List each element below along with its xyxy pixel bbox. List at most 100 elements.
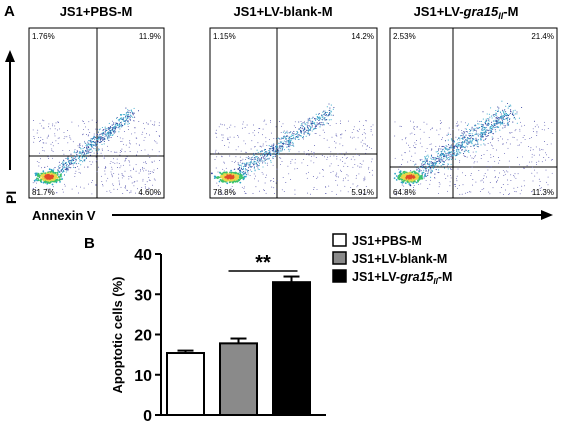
event-dot — [74, 167, 76, 169]
event-dot — [466, 138, 468, 140]
event-dot — [319, 117, 321, 119]
event-dot — [90, 141, 92, 143]
event-dot — [420, 138, 422, 140]
event-dot — [158, 191, 160, 193]
event-dot — [75, 158, 77, 160]
plot-1-ur: 11.9% — [139, 32, 161, 41]
event-dot — [146, 181, 148, 183]
event-dot — [443, 163, 445, 165]
event-dot — [491, 125, 493, 128]
event-dot — [477, 133, 479, 135]
event-dot — [106, 133, 108, 135]
event-dot — [42, 170, 45, 173]
event-dot — [422, 167, 424, 169]
event-dot — [463, 155, 465, 157]
event-dot — [394, 157, 396, 159]
event-dot — [149, 134, 151, 136]
event-dot — [338, 176, 339, 178]
event-dot — [317, 118, 319, 121]
event-dot — [112, 127, 115, 129]
event-dot — [295, 133, 297, 135]
event-dot — [124, 160, 126, 162]
event-dot — [295, 127, 296, 128]
event-dot — [461, 143, 463, 145]
event-dot — [268, 145, 270, 147]
event-dot — [321, 155, 323, 156]
event-dot — [421, 174, 423, 175]
event-dot — [477, 135, 479, 137]
event-dot — [77, 125, 79, 127]
event-dot — [485, 135, 487, 138]
event-dot — [97, 137, 99, 140]
event-dot — [341, 153, 343, 155]
event-dot — [252, 156, 254, 158]
event-dot — [78, 157, 80, 159]
event-dot — [347, 175, 349, 177]
event-dot — [281, 189, 283, 191]
event-dot — [108, 127, 110, 129]
event-dot — [83, 187, 85, 189]
event-dot — [91, 180, 93, 182]
event-dot — [255, 152, 257, 154]
event-dot — [262, 160, 264, 162]
event-dot — [291, 144, 293, 147]
event-dot — [430, 155, 433, 157]
event-dot — [307, 122, 309, 124]
event-dot — [480, 138, 482, 140]
event-dot — [121, 174, 123, 176]
event-dot — [345, 157, 347, 159]
event-dot — [122, 143, 124, 145]
event-dot — [241, 172, 243, 174]
event-dot — [134, 132, 136, 134]
event-dot — [345, 177, 346, 179]
event-dot — [128, 160, 130, 162]
event-dot — [500, 117, 503, 119]
event-dot — [116, 116, 118, 119]
event-dot — [124, 117, 126, 119]
event-dot — [71, 188, 73, 190]
event-dot — [551, 172, 553, 174]
event-dot — [52, 125, 53, 127]
event-dot — [422, 164, 424, 166]
event-dot — [323, 110, 325, 112]
event-dot — [504, 114, 506, 116]
event-dot — [446, 153, 448, 155]
event-dot — [335, 133, 337, 135]
event-dot — [275, 151, 277, 153]
event-dot — [404, 151, 406, 153]
event-dot — [451, 155, 453, 157]
event-dot — [285, 153, 287, 155]
event-dot — [312, 122, 314, 125]
event-dot — [423, 160, 425, 162]
event-dot — [429, 168, 431, 170]
event-dot — [467, 143, 469, 145]
event-dot — [284, 132, 286, 134]
event-dot — [296, 168, 298, 169]
event-dot — [511, 113, 513, 115]
event-dot — [106, 136, 108, 138]
event-dot — [483, 140, 485, 142]
event-dot — [109, 162, 111, 164]
event-dot — [253, 160, 255, 162]
event-dot — [494, 175, 496, 177]
event-dot — [518, 164, 520, 166]
event-dot — [143, 139, 145, 141]
event-dot — [259, 159, 261, 161]
event-dot — [278, 138, 281, 140]
event-dot — [90, 145, 93, 148]
event-dot — [312, 129, 314, 131]
event-dot — [319, 116, 321, 118]
event-dot — [54, 125, 56, 127]
plot-1-events — [32, 107, 160, 196]
event-dot — [305, 129, 308, 131]
event-dot — [451, 139, 453, 141]
event-dot — [82, 133, 84, 135]
panel-a-letter: A — [4, 3, 15, 20]
event-dot — [58, 161, 60, 163]
event-dot — [321, 118, 323, 120]
event-dot — [458, 124, 460, 126]
event-dot — [325, 119, 327, 121]
event-dot — [456, 180, 458, 182]
event-dot — [465, 143, 468, 145]
event-dot — [440, 150, 442, 153]
